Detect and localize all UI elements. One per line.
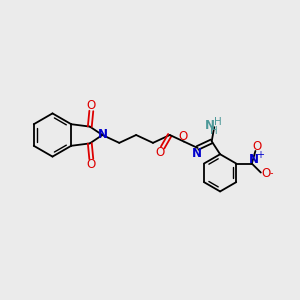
Text: O: O (156, 146, 165, 159)
Text: N: N (192, 146, 202, 160)
Text: -: - (269, 168, 273, 178)
Text: O: O (252, 140, 262, 153)
Text: N: N (249, 153, 259, 166)
Text: +: + (256, 150, 264, 161)
Text: N: N (98, 128, 108, 142)
Text: O: O (87, 158, 96, 171)
Text: O: O (87, 99, 96, 112)
Text: O: O (261, 167, 270, 180)
Text: H: H (214, 117, 222, 127)
Text: O: O (178, 130, 188, 143)
Text: H: H (210, 126, 218, 136)
Text: N: N (205, 119, 215, 133)
